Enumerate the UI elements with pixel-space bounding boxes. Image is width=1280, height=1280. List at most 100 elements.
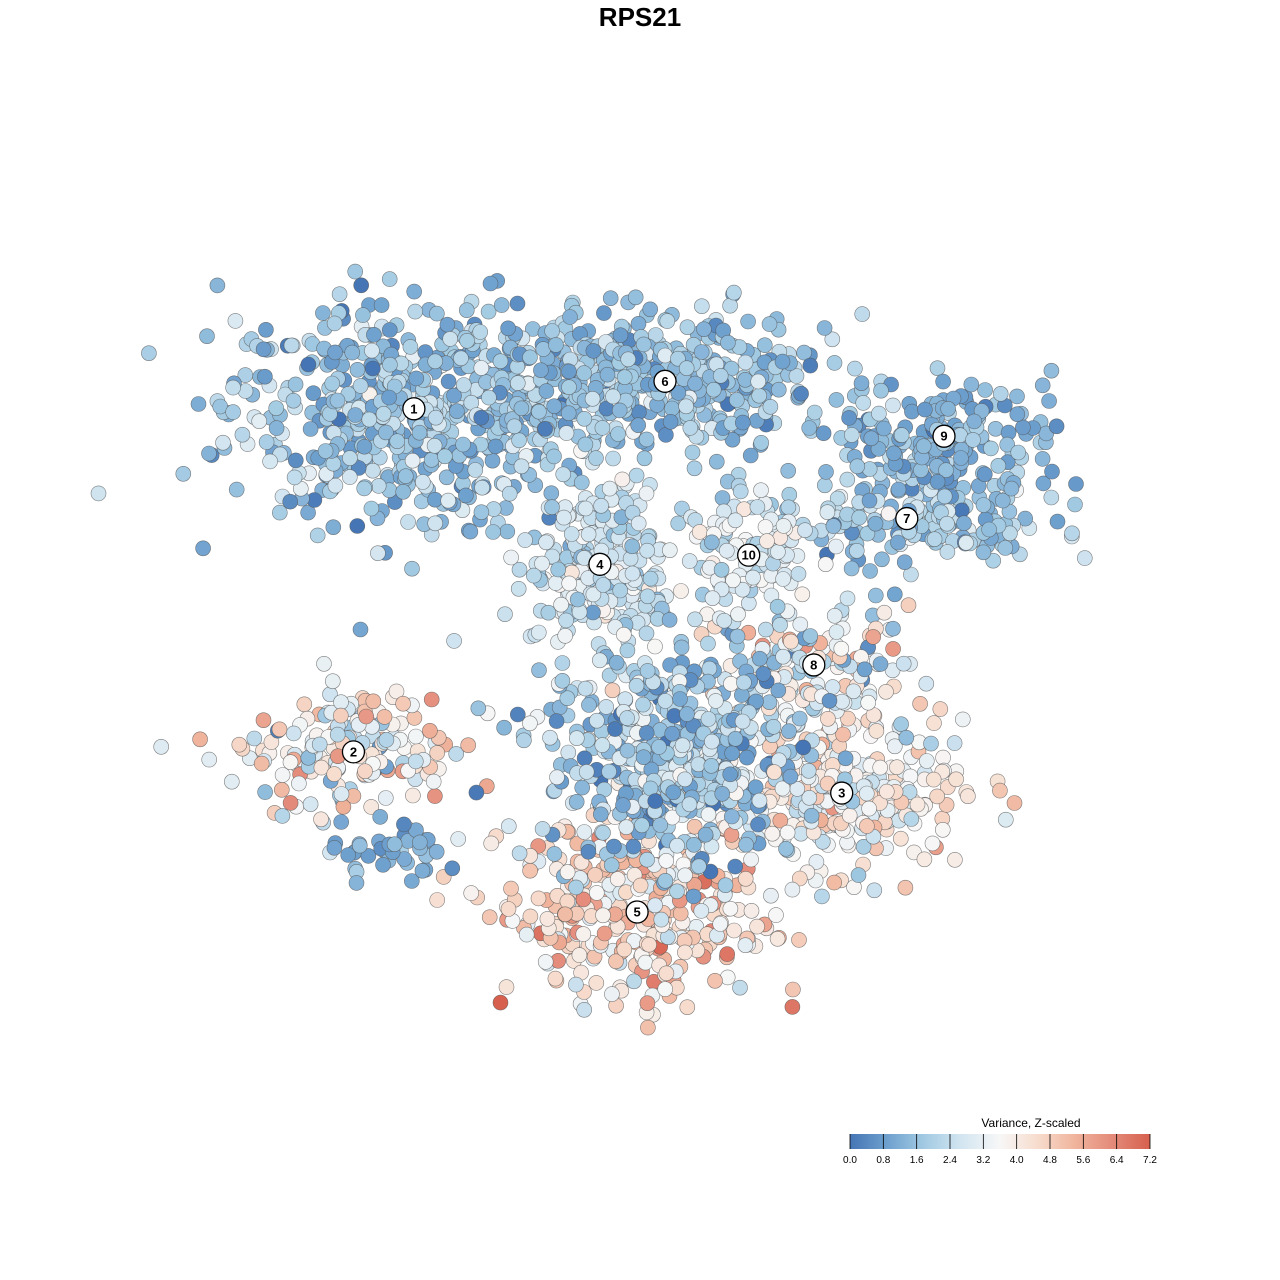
data-point	[90, 485, 107, 502]
data-point	[724, 745, 740, 762]
data-point	[732, 979, 748, 996]
data-point	[960, 788, 976, 805]
data-point	[682, 420, 699, 436]
data-point	[727, 730, 744, 747]
data-point	[814, 888, 830, 905]
data-point	[427, 515, 444, 532]
data-point	[661, 542, 678, 559]
data-point	[775, 571, 791, 587]
data-point	[926, 715, 942, 731]
data-point	[325, 519, 342, 536]
data-point	[195, 540, 211, 557]
legend-tick-label: 3.2	[976, 1155, 990, 1166]
data-point	[381, 322, 398, 338]
data-point	[562, 309, 578, 325]
data-point	[880, 505, 897, 522]
data-point	[373, 297, 390, 313]
data-point	[885, 641, 901, 657]
data-point	[609, 871, 626, 887]
data-point	[341, 469, 358, 485]
data-point	[605, 388, 621, 405]
data-point	[316, 655, 332, 672]
data-point	[347, 263, 364, 280]
data-point	[670, 515, 687, 532]
data-point	[326, 766, 343, 782]
data-point	[201, 445, 217, 462]
data-point	[624, 538, 641, 555]
data-point	[659, 313, 676, 329]
data-point	[606, 838, 622, 855]
data-point	[657, 981, 674, 997]
data-point	[487, 438, 504, 455]
data-point	[795, 739, 812, 756]
data-point	[190, 396, 207, 412]
data-point	[363, 500, 380, 517]
data-point	[860, 694, 877, 711]
cluster-label-8: 8	[802, 653, 826, 677]
data-point	[405, 787, 421, 804]
data-point	[630, 417, 647, 434]
data-point	[736, 674, 752, 691]
data-point	[377, 790, 394, 806]
data-point	[315, 305, 331, 321]
data-point	[936, 488, 953, 505]
data-point	[855, 838, 872, 855]
data-point	[849, 458, 866, 475]
data-point	[286, 469, 303, 486]
data-point	[329, 726, 346, 743]
data-point	[370, 545, 386, 562]
data-point	[556, 509, 572, 526]
data-point	[555, 466, 572, 483]
data-point	[843, 427, 860, 443]
data-point	[753, 482, 769, 499]
data-point	[851, 509, 868, 526]
data-point	[638, 725, 655, 741]
data-point	[596, 925, 613, 942]
data-point	[768, 907, 784, 923]
data-point	[828, 538, 844, 555]
data-point	[326, 315, 343, 332]
data-point	[440, 492, 457, 509]
data-point	[1044, 463, 1060, 480]
data-point	[574, 779, 591, 796]
data-point	[578, 764, 595, 780]
data-point	[500, 818, 517, 835]
data-point	[548, 713, 565, 729]
data-point	[775, 518, 792, 534]
data-point	[577, 436, 594, 453]
data-point	[803, 807, 820, 824]
data-point	[472, 324, 489, 340]
data-point	[628, 467, 645, 484]
data-point	[785, 981, 801, 998]
data-point	[761, 316, 778, 332]
data-point	[727, 512, 744, 529]
data-point	[871, 405, 887, 422]
data-point	[411, 834, 428, 851]
data-point	[681, 553, 698, 569]
data-point	[258, 321, 274, 338]
data-point	[580, 843, 597, 860]
data-point	[561, 575, 578, 592]
data-point	[427, 409, 444, 426]
data-point	[480, 303, 497, 320]
data-point	[324, 375, 341, 392]
data-point	[268, 420, 285, 436]
data-point	[449, 403, 465, 420]
data-point	[601, 480, 618, 497]
data-point	[351, 837, 368, 854]
data-point	[858, 785, 875, 802]
data-point	[662, 413, 679, 430]
data-point	[594, 420, 611, 436]
data-point	[348, 875, 365, 891]
data-point	[234, 426, 251, 443]
data-point	[333, 694, 349, 711]
data-point	[427, 353, 444, 370]
data-point	[743, 902, 760, 919]
data-point	[653, 911, 670, 928]
data-point	[455, 377, 472, 393]
data-point	[893, 716, 909, 733]
data-point	[531, 403, 547, 420]
data-point	[542, 729, 558, 746]
data-point	[712, 367, 729, 384]
data-point	[856, 661, 873, 678]
